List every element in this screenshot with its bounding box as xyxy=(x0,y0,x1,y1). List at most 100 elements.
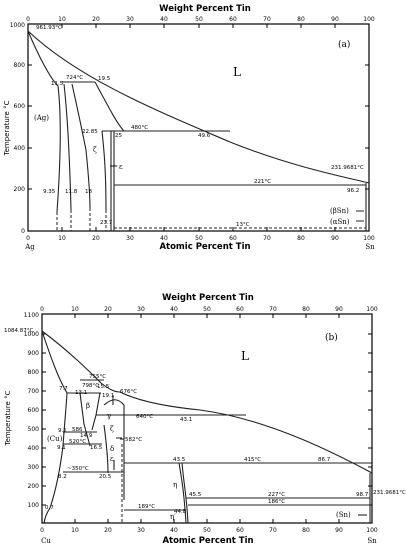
panel-b-bottom-tick: 20 xyxy=(104,527,112,534)
panel-a-y-tick: 1000 xyxy=(10,22,25,29)
panel-b-y-axis-title: Temperature °C xyxy=(4,390,12,446)
panel-a-c23-7: 23.7 xyxy=(100,220,113,226)
panel-a-top-tick: 50 xyxy=(195,16,203,23)
panel-b-cu-solidus xyxy=(41,330,68,394)
panel-b-y-tick: 300 xyxy=(28,464,40,471)
panel-b-t350: ~350°C xyxy=(67,466,89,472)
panel-a-left-element: Ag xyxy=(24,243,35,251)
panel-a-c11-8: 11.8 xyxy=(65,189,78,195)
panel-b-cu-low-solvus xyxy=(43,507,51,524)
panel-b-pointers xyxy=(112,395,122,470)
panel-b-y-tick: 400 xyxy=(28,445,40,452)
panel-b-gamma-dome xyxy=(103,399,125,500)
panel-b-phase-epsilon: ε xyxy=(110,455,114,463)
panel-b-t582: 582°C xyxy=(125,437,142,443)
panel-a-zeta-boundaries xyxy=(63,83,91,211)
panel-b-c7-7: 7.7 xyxy=(59,386,68,392)
panel-b-y-tick: 100 xyxy=(28,502,40,509)
panel-b-c20-5: 20.5 xyxy=(99,474,112,480)
panel-a-top-tick: 30 xyxy=(126,16,134,23)
panel-b-label: (b) xyxy=(325,332,338,343)
panel-b-phase-cu: (Cu) xyxy=(47,435,63,443)
panel-a-melt-sn: 231.9681°C xyxy=(331,165,364,171)
panel-b-y-ticks: 100 200 300 400 500 600 700 800 900 1000… xyxy=(24,312,39,509)
panel-a-top-tick: 10 xyxy=(58,16,66,23)
panel-b-bottom-tick: 90 xyxy=(335,527,343,534)
panel-a-epsilon xyxy=(110,131,115,231)
panel-a-top-tick: 60 xyxy=(229,16,237,23)
panel-b-phase-eta: η xyxy=(173,481,177,489)
panel-a-t221: 221°C xyxy=(254,179,271,185)
panel-a-c49-6: 49.6 xyxy=(198,133,211,139)
panel-b-delta xyxy=(103,424,109,474)
panel-b-t640: 640°C xyxy=(136,414,153,420)
panel-b-melt-cu: 1084.87°C xyxy=(4,328,33,334)
panel-b-bottom-tick: 70 xyxy=(269,527,277,534)
panel-b-top-tick: 10 xyxy=(71,306,79,313)
panel-b-cu-solvus xyxy=(49,392,68,509)
panel-a-top-tick: 70 xyxy=(263,16,271,23)
panel-b-c9-1a: 9.1 xyxy=(58,428,67,434)
panel-b-liquidus-lower xyxy=(119,391,373,474)
panel-a-y-tick: 200 xyxy=(14,186,26,193)
panel-a-sn-pointers xyxy=(356,210,364,222)
panel-a-bottom-tick: 10 xyxy=(58,235,66,242)
panel-a-zeta-liquidus xyxy=(94,81,125,132)
panel-a-bottom-tick: 70 xyxy=(263,235,271,242)
panel-a-label: (a) xyxy=(338,39,350,50)
panel-b-line-189-186 xyxy=(124,504,370,511)
panel-b-y-tick: 800 xyxy=(28,369,40,376)
panel-b-bottom-tick: 60 xyxy=(236,527,244,534)
panel-a-t13: 13°C xyxy=(236,222,250,228)
panel-a-phase-beta-sn: (βSn) xyxy=(330,207,349,215)
panel-b-top-axis-title: Weight Percent Tin xyxy=(162,293,254,303)
panel-b-phase-delta: δ xyxy=(110,445,114,453)
panel-b-t186: 186°C xyxy=(268,499,285,505)
panel-b-c45-5: 45.5 xyxy=(189,492,202,498)
panel-a-top-tick: 100 xyxy=(363,16,375,23)
panel-b-c0-7: 0.7 xyxy=(45,505,54,511)
panel-b-top-tick: 50 xyxy=(203,306,211,313)
panel-b-t676: 676°C xyxy=(120,389,137,395)
panel-a-y-tick: 0 xyxy=(21,228,25,235)
panel-b-left-element: Cu xyxy=(41,537,51,545)
panel-b-top-tick: 80 xyxy=(302,306,310,313)
panel-a-bottom-tick: 80 xyxy=(297,235,305,242)
panel-b-t189: 189°C xyxy=(138,504,155,510)
panel-a-tick-marks xyxy=(28,24,369,231)
panel-a-bottom-tick: 90 xyxy=(331,235,339,242)
panel-a-dashed-lines xyxy=(56,208,366,231)
panel-b-bottom-ticks: 0 10 20 30 40 50 60 70 80 90 100 xyxy=(40,527,378,534)
panel-b-y-tick: 900 xyxy=(28,350,40,357)
panel-b-liquidus-upper xyxy=(41,330,121,393)
panel-b-c13-1: 13.1 xyxy=(75,390,87,396)
panel-a-y-ticks: 0 200 400 600 800 1000 xyxy=(10,22,25,235)
panel-a-bottom-axis-title: Atomic Percent Tin xyxy=(159,242,250,252)
panel-a-melt-ag: 961.93°C xyxy=(36,25,62,31)
panel-b-top-tick: 70 xyxy=(269,306,277,313)
panel-a-zeta-right xyxy=(101,130,107,211)
panel-b-c43-5: 43.5 xyxy=(173,457,186,463)
panel-b-y-tick: 500 xyxy=(28,426,40,433)
panel-b-phase-sn: (Sn) xyxy=(336,511,351,519)
panel-a-c22-85: 22.85 xyxy=(82,129,98,135)
panel-b-top-tick: 20 xyxy=(104,306,112,313)
panel-a-ag-solvus xyxy=(27,30,61,213)
panel-a-top-ticks: 0 10 20 30 40 50 60 70 80 90 100 xyxy=(26,16,375,23)
panel-b-phase-eta-prime: η′ xyxy=(170,513,176,521)
panel-b-top-tick: 0 xyxy=(40,306,44,313)
panel-a-right-element: Sn xyxy=(365,243,375,251)
panel-b-c15-5: 15.5 xyxy=(97,384,110,390)
panel-b-bottom-tick: 0 xyxy=(40,527,44,534)
panel-b-c8-2: 8.2 xyxy=(58,474,67,480)
panel-a-top-tick: 80 xyxy=(297,16,305,23)
panel-b-top-tick: 90 xyxy=(335,306,343,313)
panel-a-plot-frame xyxy=(27,23,370,232)
panel-b-t798: 798°C xyxy=(82,383,99,389)
panel-b-c43-1: 43.1 xyxy=(180,417,192,423)
panel-b-phase-zeta: ζ xyxy=(110,425,114,433)
panel-a-bottom-tick: 0 xyxy=(26,235,30,242)
panel-a-t724: 724°C xyxy=(66,75,83,81)
panel-b-y-tick: 700 xyxy=(28,388,40,395)
